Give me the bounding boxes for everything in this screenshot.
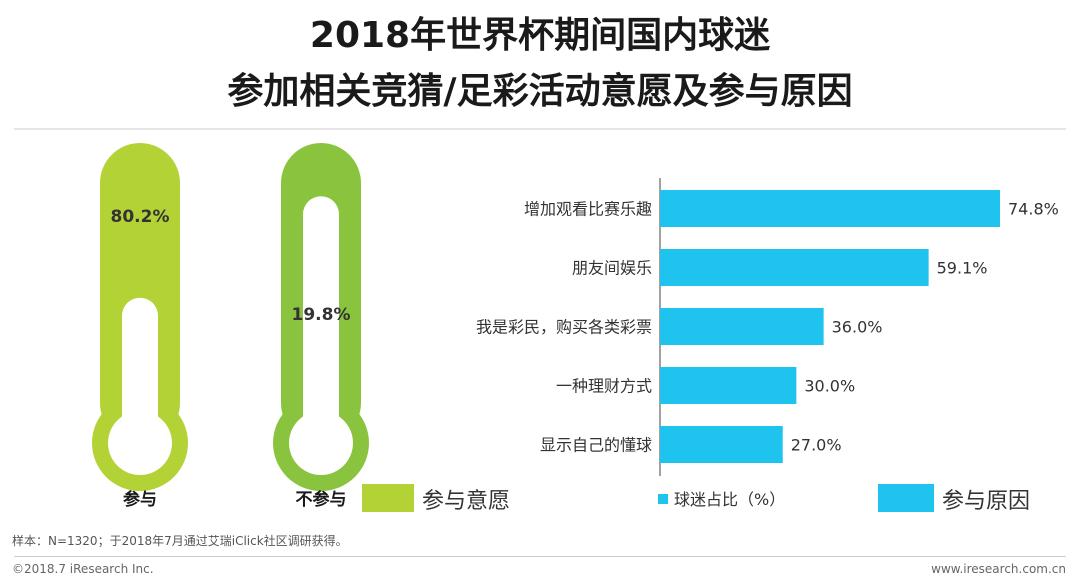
bar-value-label: 59.1% [937, 259, 988, 278]
bar [660, 249, 929, 286]
bar [660, 308, 824, 345]
thermometer-tube [100, 143, 180, 443]
thermometer-not-participate [273, 143, 369, 491]
legend-label-participation: 参与意愿 [422, 489, 510, 514]
legend-swatch-reason [878, 484, 934, 512]
title-divider [14, 128, 1066, 130]
bar-category-label: 显示自己的懂球 [540, 436, 652, 455]
bar [660, 426, 783, 463]
legend-swatch-participation [362, 484, 414, 512]
bar-category-label: 我是彩民，购买各类彩票 [476, 318, 652, 337]
thermometer-channel [303, 196, 339, 443]
thermometer-value-label: 80.2% [111, 207, 170, 227]
legend-swatch-series [658, 494, 668, 504]
copyright-text: ©2018.7 iResearch Inc. [12, 562, 154, 576]
thermometer-value-label: 19.8% [292, 305, 351, 325]
bar-category-label: 朋友间娱乐 [572, 259, 652, 278]
chart-title-line1: 2018年世界杯期间国内球迷 [309, 15, 771, 56]
website-text: www.iresearch.com.cn [931, 562, 1066, 576]
footer-divider [14, 556, 1066, 557]
legend-label-reason: 参与原因 [942, 489, 1030, 514]
bar [660, 367, 797, 404]
bar-category-label: 一种理财方式 [556, 377, 652, 396]
thermometer-participate [92, 143, 188, 491]
bar-value-label: 36.0% [832, 318, 883, 337]
bar-value-label: 30.0% [804, 377, 855, 396]
legend-label-series: 球迷占比（%） [674, 490, 785, 509]
thermometer-label: 参与 [123, 489, 157, 510]
thermometer-bulb-inner [289, 411, 353, 475]
bar-category-label: 增加观看比赛乐趣 [524, 200, 652, 219]
chart-title-line2: 参加相关竞猜/足彩活动意愿及参与原因 [227, 71, 853, 112]
bar-value-label: 27.0% [791, 436, 842, 455]
thermometer-label: 不参与 [296, 489, 347, 510]
thermometer-channel [122, 297, 158, 443]
sample-note: 样本：N=1320；于2018年7月通过艾瑞iClick社区调研获得。 [12, 534, 348, 548]
bar-value-label: 74.8% [1008, 200, 1059, 219]
bar [660, 190, 1000, 227]
thermometer-bulb-inner [108, 411, 172, 475]
